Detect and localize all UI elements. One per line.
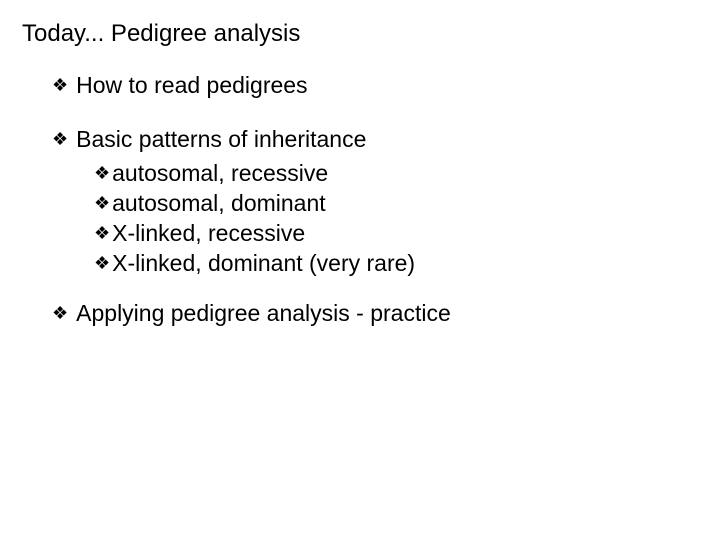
diamond-bullet-icon: ❖	[52, 70, 68, 100]
item-text: autosomal, recessive	[112, 158, 328, 188]
spacer	[20, 104, 700, 124]
item-text: autosomal, dominant	[112, 188, 326, 218]
list-item: ❖ Applying pedigree analysis - practice	[52, 298, 700, 328]
list-item: ❖ Basic patterns of inheritance	[52, 124, 700, 154]
item-text: X-linked, recessive	[112, 218, 305, 248]
list-item: ❖ X-linked, recessive	[94, 218, 700, 248]
item-text: Applying pedigree analysis - practice	[76, 298, 451, 328]
diamond-bullet-icon: ❖	[94, 218, 110, 248]
slide-title: Today... Pedigree analysis	[22, 20, 700, 48]
diamond-bullet-icon: ❖	[94, 158, 110, 188]
diamond-bullet-icon: ❖	[94, 248, 110, 278]
item-text: X-linked, dominant (very rare)	[112, 248, 415, 278]
diamond-bullet-icon: ❖	[94, 188, 110, 218]
list-item: ❖ How to read pedigrees	[52, 70, 700, 100]
item-text: Basic patterns of inheritance	[76, 124, 366, 154]
title-text: Today... Pedigree analysis	[22, 20, 300, 47]
list-item: ❖ X-linked, dominant (very rare)	[94, 248, 700, 278]
slide: Today... Pedigree analysis ❖ How to read…	[0, 0, 720, 540]
list-item: ❖ autosomal, recessive	[94, 158, 700, 188]
diamond-bullet-icon: ❖	[52, 124, 68, 154]
diamond-bullet-icon: ❖	[52, 298, 68, 328]
item-text: How to read pedigrees	[76, 70, 307, 100]
list-item: ❖ autosomal, dominant	[94, 188, 700, 218]
spacer	[20, 278, 700, 298]
